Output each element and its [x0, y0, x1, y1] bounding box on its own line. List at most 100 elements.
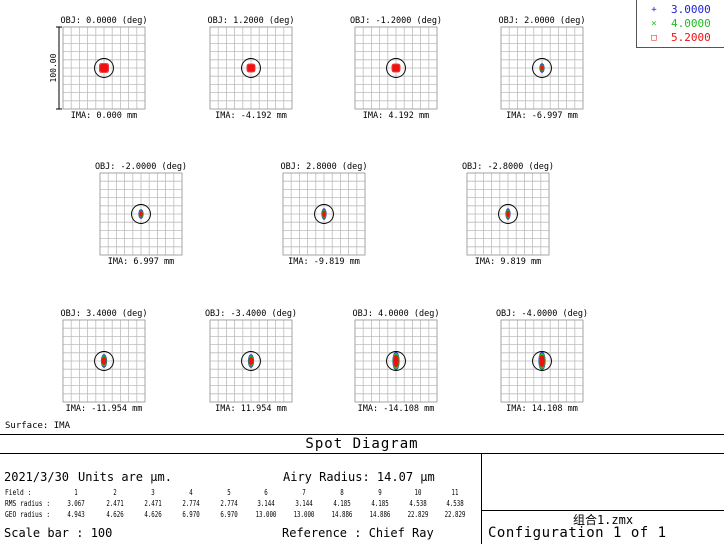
obj-label: OBJ: 4.0000 (deg): [353, 309, 440, 319]
table-cell: 4.185: [371, 499, 389, 508]
airy-circle: [386, 351, 406, 371]
table-row: RMS radius : 3.067 2.471 2.471 2.774 2.774 3.1…: [0, 498, 480, 509]
spot-cell: OBJ: -4.0000 (deg) IMA: 14.108 mm: [496, 309, 588, 414]
spot-field-3: [393, 355, 399, 367]
spot-cell: OBJ: -2.8000 (deg) IMA: 9.819 mm: [462, 162, 554, 267]
airy-circle: [314, 204, 334, 224]
table-cell: 3.067: [67, 499, 85, 508]
legend-entry: × 4.0000: [637, 17, 724, 31]
spot-grid-frame: [354, 319, 438, 403]
ima-label: IMA: 11.954 mm: [215, 404, 287, 414]
table-row-label: Field :: [5, 488, 32, 497]
airy-circle: [498, 204, 518, 224]
table-cell: 4.538: [446, 499, 464, 508]
table-cell: 22.829: [444, 510, 466, 519]
table-cell: 6.970: [182, 510, 200, 519]
table-cell: 3: [151, 488, 155, 497]
footer-divider: [481, 453, 482, 544]
table-cell: 3.144: [295, 499, 313, 508]
spot-field-3: [322, 210, 326, 218]
spot-cell: OBJ: 3.4000 (deg) IMA: -11.954 mm: [61, 309, 148, 414]
airy-circle: [386, 58, 406, 78]
airy-circle: [131, 204, 151, 224]
ima-label: IMA: -14.108 mm: [358, 404, 435, 414]
legend-entry: □ 5.2000: [637, 31, 724, 45]
footer-divider: [0, 434, 724, 435]
table-cell: 9: [378, 488, 382, 497]
table-cell: 4.626: [144, 510, 162, 519]
spot-field-3: [248, 356, 254, 366]
scale-bar-text: Scale bar : 100: [4, 526, 113, 540]
file-name: 组合1.zmx: [572, 513, 634, 527]
spot-field-3: [539, 355, 545, 367]
scale-bar-label: 100.00: [49, 53, 58, 82]
ima-label: IMA: -9.819 mm: [288, 257, 360, 267]
spot-cell: OBJ: 4.0000 (deg) IMA: -14.108 mm: [353, 309, 440, 414]
airy-circle: [532, 351, 552, 371]
legend-label: 5.2000: [671, 31, 711, 44]
table-cell: 7: [302, 488, 306, 497]
spot-field-3: [247, 64, 255, 72]
table-cell: 1: [74, 488, 78, 497]
obj-label: OBJ: 3.4000 (deg): [61, 309, 148, 319]
spot-grid-frame: [209, 26, 293, 110]
legend-marker-icon: +: [651, 5, 657, 15]
table-row-label: GEO radius :: [5, 510, 51, 519]
ima-label: IMA: -11.954 mm: [66, 404, 143, 414]
table-cell: 13.000: [293, 510, 315, 519]
spot-cell: OBJ: -1.2000 (deg) IMA: 4.192 mm: [350, 16, 442, 121]
table-cell: 4.538: [409, 499, 427, 508]
spot-grid-frame: [354, 26, 438, 110]
table-cell: 13.000: [255, 510, 277, 519]
footer-divider: [481, 510, 724, 511]
table-cell: 2.774: [220, 499, 238, 508]
obj-label: OBJ: -1.2000 (deg): [350, 16, 442, 26]
obj-label: OBJ: 2.8000 (deg): [281, 162, 368, 172]
date-text: 2021/3/30: [4, 470, 70, 484]
spot-grid-frame: [466, 172, 550, 256]
airy-circle: [241, 351, 261, 371]
surface-label: Surface: IMA: [5, 421, 71, 431]
spot-cell: OBJ: 2.0000 (deg) IMA: -6.997 mm: [499, 16, 586, 121]
ima-label: IMA: 14.108 mm: [506, 404, 578, 414]
ima-label: IMA: -6.997 mm: [506, 111, 578, 121]
table-cell: 14.886: [331, 510, 353, 519]
table-row: GEO radius : 4.943 4.626 4.626 6.970 6.970 13.…: [0, 509, 480, 520]
obj-label: OBJ: 0.0000 (deg): [61, 16, 148, 26]
table-cell: 2.774: [182, 499, 200, 508]
table-cell: 4.626: [106, 510, 124, 519]
spot-cell: OBJ: -3.4000 (deg) IMA: 11.954 mm: [205, 309, 297, 414]
table-cell: 3.144: [257, 499, 275, 508]
field-legend: + 3.0000 × 4.0000 □ 5.2000: [636, 0, 724, 48]
ima-label: IMA: -4.192 mm: [215, 111, 287, 121]
table-cell: 4.943: [67, 510, 85, 519]
obj-label: OBJ: -2.8000 (deg): [462, 162, 554, 172]
table-cell: 4.185: [333, 499, 351, 508]
table-cell: 6.970: [220, 510, 238, 519]
legend-marker-icon: ×: [651, 19, 657, 29]
table-cell: 10: [414, 488, 422, 497]
spot-field-3-edge: [391, 63, 401, 73]
table-row-label: RMS radius :: [5, 499, 51, 508]
spot-diagram-plot: OBJ: 0.0000 (deg) IMA: 0.000 mm OBJ: 1.200…: [49, 16, 588, 414]
table-cell: 6: [264, 488, 268, 497]
table-cell: 8: [340, 488, 344, 497]
table-cell: 4: [189, 488, 193, 497]
spot-cell: OBJ: 2.8000 (deg) IMA: -9.819 mm: [281, 162, 368, 267]
ima-label: IMA: 4.192 mm: [363, 111, 430, 121]
configuration-text: Configuration 1 of 1: [488, 525, 667, 541]
ima-label: IMA: 6.997 mm: [108, 257, 175, 267]
spot-field-3: [540, 65, 544, 71]
spot-field-3: [392, 64, 400, 72]
spot-field-3: [506, 210, 510, 218]
spot-grid-frame: [209, 319, 293, 403]
obj-label: OBJ: -3.4000 (deg): [205, 309, 297, 319]
table-cell: 2.471: [144, 499, 162, 508]
ima-label: IMA: 9.819 mm: [475, 257, 542, 267]
table-cell: 22.829: [407, 510, 429, 519]
spot-field-3: [100, 64, 108, 72]
table-cell: 14.886: [369, 510, 391, 519]
ima-label: IMA: 0.000 mm: [71, 111, 138, 121]
spot-cell: OBJ: 0.0000 (deg) IMA: 0.000 mm: [61, 16, 148, 121]
obj-label: OBJ: 1.2000 (deg): [208, 16, 295, 26]
